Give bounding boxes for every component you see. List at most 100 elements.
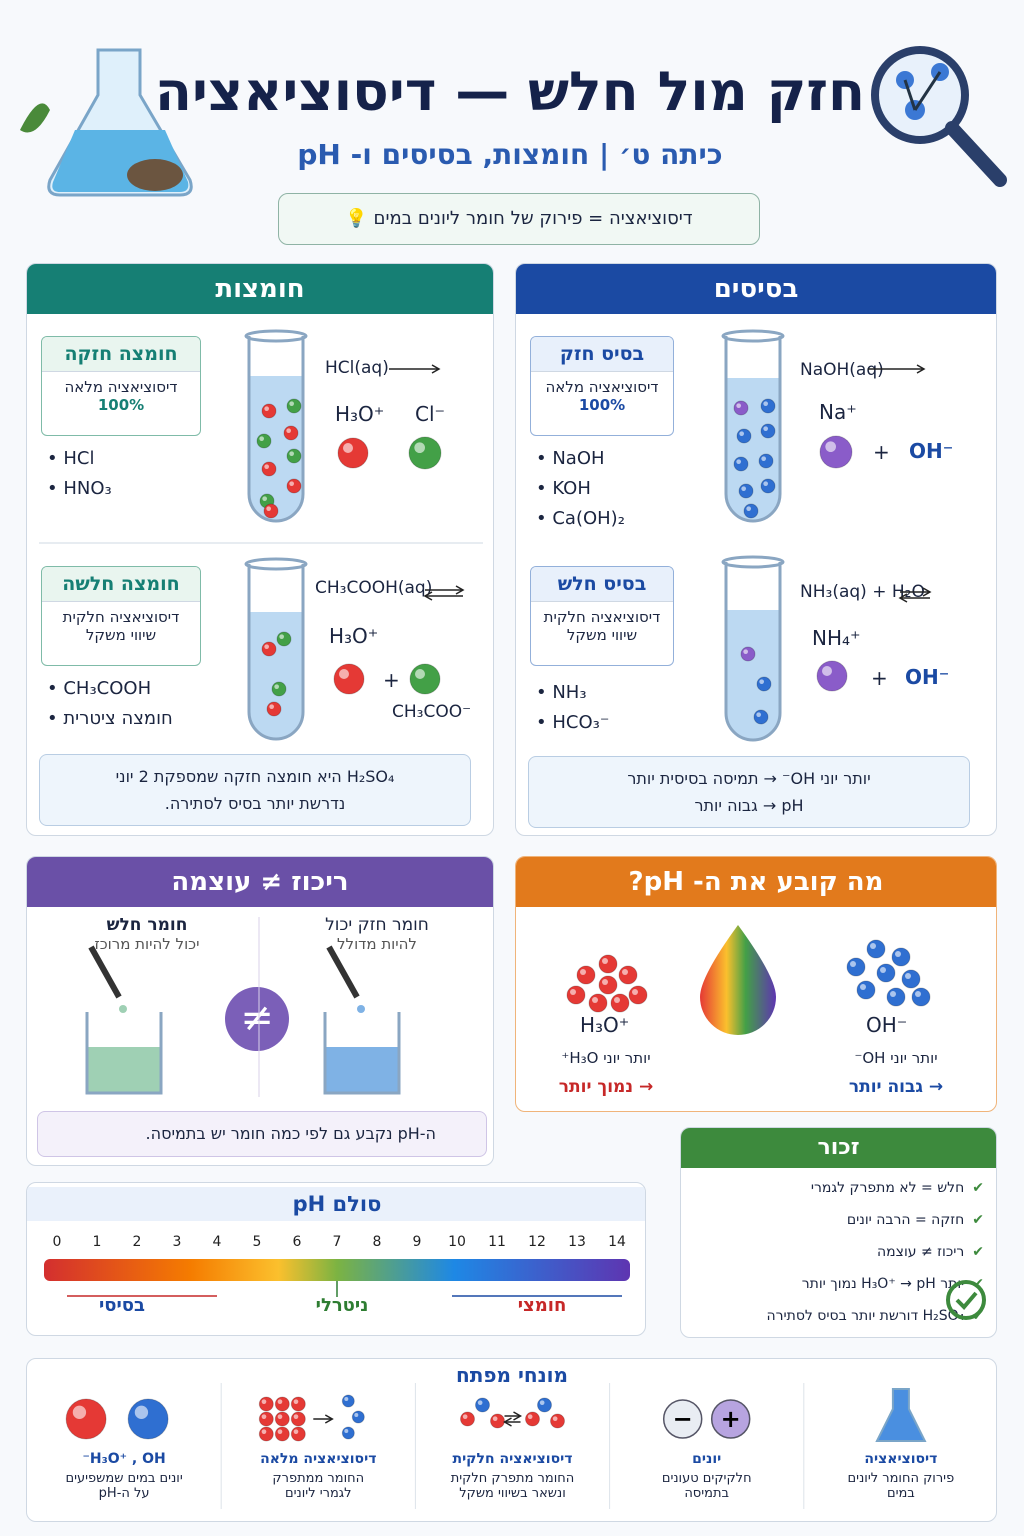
ion: H₃O⁺ (329, 624, 379, 648)
label-box: בסיס חלש דיסוציאציה חלקית שיווי משקל (530, 566, 674, 666)
example: Ca(OH)₂ (536, 504, 625, 534)
shine (870, 943, 876, 949)
tick-label: 13 (568, 1234, 586, 1250)
tick-label: 12 (528, 1234, 546, 1250)
particle (760, 423, 776, 439)
shine (890, 991, 896, 997)
shine (266, 506, 271, 511)
particle (891, 947, 911, 967)
tube-rim (244, 557, 308, 571)
particle (588, 993, 608, 1013)
desc: דיסוציאציה מלאה (545, 378, 659, 396)
particle (856, 980, 876, 1000)
tick-label: 7 (333, 1234, 342, 1250)
remember-text: H₂SO₄ דורשת יותר בסיס לסתירה (766, 1308, 965, 1324)
examples: HClHNO₃ (47, 444, 111, 504)
flask-icon (20, 48, 193, 197)
shine (763, 481, 768, 486)
shine (860, 984, 866, 990)
panel-title: חומצות (27, 264, 493, 314)
particle (333, 663, 365, 695)
term-desc: על ה-pH (98, 1486, 150, 1501)
arrow-head (513, 1411, 523, 1421)
term-desc: החומר מתפרק חלקית (450, 1471, 575, 1486)
example: NaOH (536, 444, 625, 474)
label: חומצה חזקה (42, 337, 200, 372)
check: ✔ (972, 1212, 984, 1228)
particle (816, 660, 848, 692)
shine (880, 967, 886, 973)
term-desc: חלקיקים טעונים (661, 1471, 752, 1486)
label: בסיס חזק (531, 337, 673, 372)
particle (337, 437, 369, 469)
result: → נמוך יותר (558, 1077, 654, 1097)
check: ✔ (972, 1276, 984, 1292)
beaker-liquid (325, 1047, 399, 1093)
drop-label: pH (717, 973, 759, 1003)
text: חומר חזק יכול (325, 915, 429, 935)
desc: שיווי משקל (85, 626, 157, 644)
examples: CH₃COOHחומצה ציטרית (47, 674, 197, 734)
tube-liquid (249, 376, 303, 521)
shine (264, 464, 269, 469)
panel-title: מה קובע את ה- pH? (516, 857, 996, 907)
subtitle: כיתה ט׳ | חומצות, בסיסים ו- pH (297, 138, 723, 171)
shine (262, 496, 267, 501)
particle (351, 1410, 365, 1424)
check-mark (955, 1291, 978, 1310)
particle (736, 428, 752, 444)
particle (261, 403, 277, 419)
tube-rim (244, 329, 308, 343)
key-terms-title: מונחי מפתח (455, 1363, 569, 1387)
particle (618, 965, 638, 985)
right-text: חומר חזק יכול להיות מדולל (277, 915, 477, 953)
shine (632, 989, 638, 995)
note-line: H₂SO₄ היא חומצה חזקה שמספקת 2 יוני (115, 767, 395, 786)
desc: דיסוציאציה מלאה (64, 378, 178, 396)
arrow-head (455, 585, 465, 595)
concentration-panel: ריכוז ≠ עוצמה חומר חלש יכול להיות מרוכז ח… (26, 856, 494, 1166)
tube (724, 562, 782, 742)
particle (740, 646, 756, 662)
tick-label: 0 (53, 1234, 62, 1250)
particle (408, 436, 442, 470)
text: חומר חלש (106, 915, 188, 935)
equation: HCl(aq) (325, 358, 389, 378)
examples: NaOHKOHCa(OH)₂ (536, 444, 625, 534)
shine (286, 428, 291, 433)
shine (739, 431, 744, 436)
droplet (357, 1005, 365, 1013)
note-line: יותר יוני OH⁻ → תמיסה בסיסית יותר (627, 769, 871, 788)
particle (911, 987, 931, 1007)
arrow-head (324, 1414, 334, 1424)
particle (258, 1396, 274, 1412)
shine (763, 426, 768, 431)
ion: OH⁻ (866, 1013, 908, 1037)
acidic-label: חומצי (517, 1295, 567, 1316)
shine (743, 649, 748, 654)
particle (537, 1397, 552, 1413)
remember-item: ✔ ריכוז ≠ עוצמה (877, 1244, 984, 1260)
particle (286, 398, 302, 414)
term: דיסוציאציה (864, 1451, 938, 1467)
desc: יותר יוני OH⁻ (854, 1049, 938, 1067)
particle (258, 1411, 274, 1427)
particle (610, 993, 630, 1013)
label-box: בסיס חזק דיסוציאציה מלאה 100% (530, 336, 674, 436)
key-term: דיסוציאציה מלאה החומר ממתפרק לגמרי ליונים (221, 1451, 415, 1501)
shine (822, 666, 832, 676)
percent: 100% (578, 396, 626, 414)
particle (127, 1398, 169, 1440)
shine (905, 973, 911, 979)
operator: + (873, 440, 890, 464)
remember-item: ✔ יותר H₃O⁺ → pH נמוך יותר (802, 1276, 984, 1292)
check: ✔ (972, 1244, 984, 1260)
term-desc: ונשאר בשיווי משקל (459, 1486, 566, 1501)
ph-scale-panel: סולם pH חומצי ניטרלי בסיסי 0 1 2 3 4 5 6 7 8 9 10 1… (26, 1182, 646, 1336)
shine (492, 1416, 498, 1421)
shine (570, 989, 576, 995)
particle (258, 1426, 274, 1442)
ion: OH⁻ (905, 665, 950, 689)
droplet (119, 1005, 127, 1013)
